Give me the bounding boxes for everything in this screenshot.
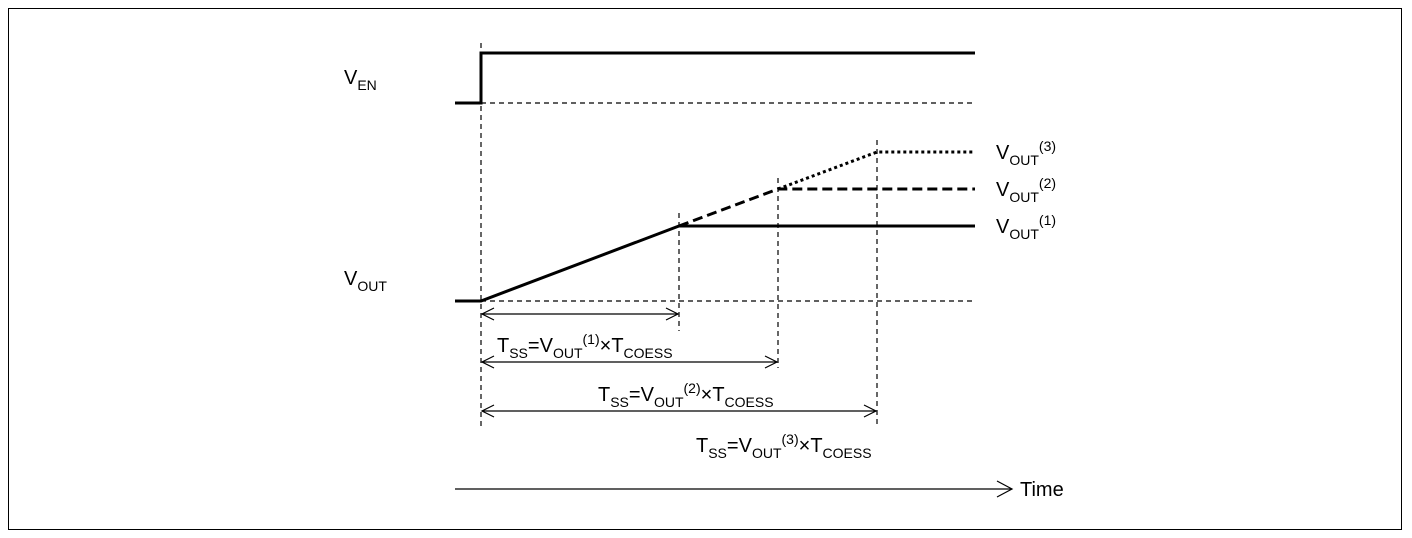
time-axis-label: Time (1020, 479, 1064, 501)
vout3-level-label: VOUT(3) (996, 138, 1056, 168)
vout2-waveform (678, 187, 975, 228)
formula-1: TSS=VOUT(1)×TCOESS (497, 331, 673, 361)
timing-arrow-2 (480, 355, 779, 369)
diagram-frame (8, 8, 1402, 530)
vout1-level-label: VOUT(1) (996, 212, 1056, 242)
enable-label: VEN (344, 67, 377, 93)
vout1-waveform (455, 224, 975, 303)
formula-3: TSS=VOUT(3)×TCOESS (696, 431, 872, 461)
enable-waveform (455, 51, 975, 105)
timing-arrow-3 (480, 404, 878, 418)
time-axis (455, 480, 1014, 498)
formula-2: TSS=VOUT(2)×TCOESS (598, 380, 774, 410)
output-label: VOUT (344, 268, 387, 294)
vout2-level-label: VOUT(2) (996, 175, 1056, 205)
timing-arrow-1 (480, 307, 680, 321)
